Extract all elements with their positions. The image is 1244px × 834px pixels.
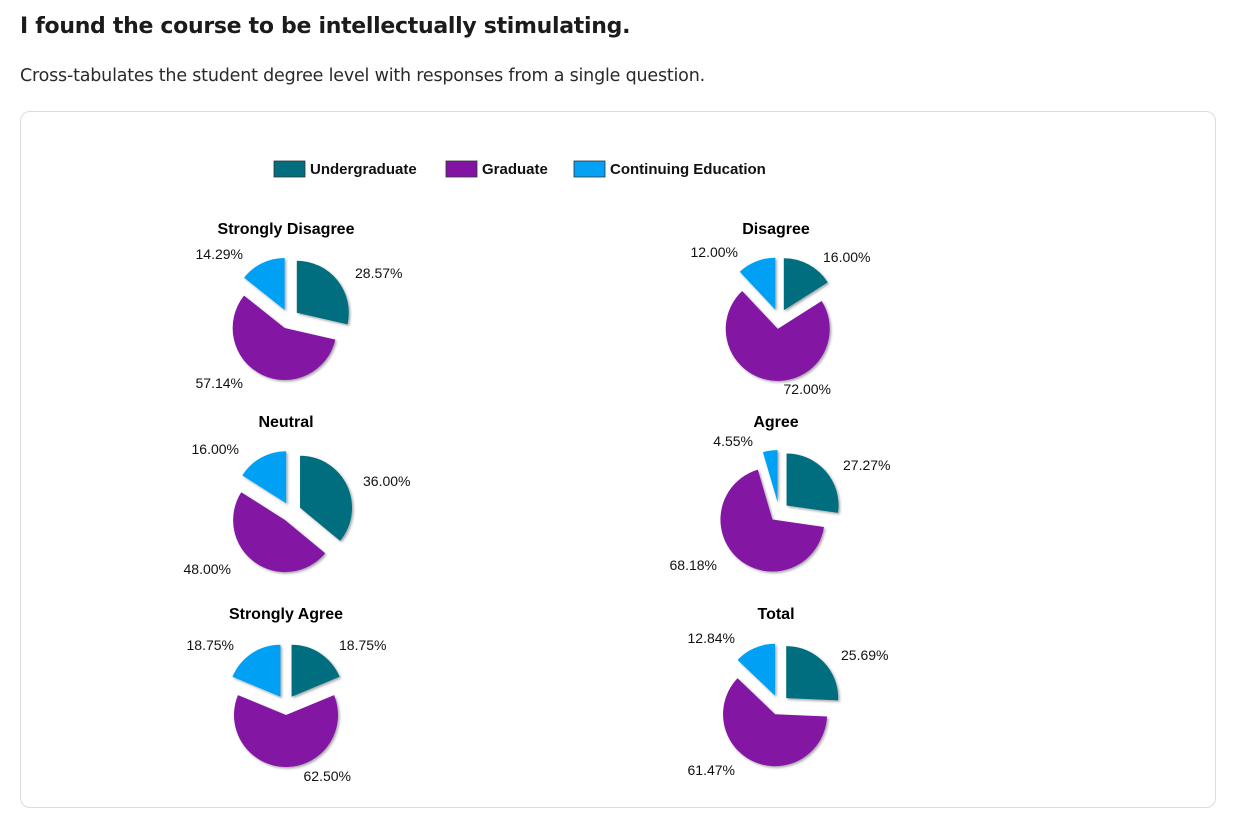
pie-label-disagree-graduate: 72.00% (784, 381, 831, 397)
pie-title-strongly-agree: Strongly Agree (229, 606, 343, 623)
pie-strongly-agree: Strongly Agree 18.75% 62.50% 18.75% (187, 606, 387, 784)
pie-label-disagree-continuing-education: 12.00% (691, 244, 738, 260)
pie-chart-grid: Undergraduate Graduate Continuing Educatio… (184, 160, 891, 784)
pie-slice-agree-continuing-education[interactable] (762, 450, 778, 503)
pie-slice-total-continuing-education[interactable] (737, 643, 776, 696)
pie-slice-neutral-graduate[interactable] (233, 492, 326, 573)
legend-label-graduate: Graduate (482, 161, 548, 178)
chart-card: Undergraduate Graduate Continuing Educatio… (20, 111, 1216, 808)
pie-slice-disagree-undergraduate[interactable] (783, 258, 828, 311)
pie-label-total-undergraduate: 25.69% (841, 647, 888, 663)
pie-neutral: Neutral 36.00% 48.00% 16.00% (184, 414, 411, 577)
legend-swatch-graduate (445, 160, 478, 178)
page-title: I found the course to be intellectually … (20, 14, 631, 39)
legend-swatch-undergraduate (273, 160, 306, 178)
legend-item-graduate[interactable]: Graduate (445, 160, 548, 178)
page-subtitle: Cross-tabulates the student degree level… (20, 66, 705, 86)
pie-slice-strongly-agree-undergraduate[interactable] (291, 644, 340, 697)
pies-layer: Strongly Disagree 28.57% 57.14% 14.29% Disag… (184, 221, 891, 784)
pie-title-disagree: Disagree (742, 221, 810, 238)
pie-slice-strongly-disagree-continuing-education[interactable] (244, 257, 285, 310)
pie-label-strongly-agree-graduate: 62.50% (304, 768, 351, 784)
pie-slice-disagree-continuing-education[interactable] (739, 257, 776, 310)
pie-slice-strongly-agree-graduate[interactable] (234, 695, 338, 768)
pie-slice-neutral-continuing-education[interactable] (242, 451, 287, 504)
pie-agree: Agree 27.27% 68.18% 4.55% (670, 414, 891, 573)
pie-strongly-disagree: Strongly Disagree 28.57% 57.14% 14.29% (196, 221, 403, 391)
pie-slice-strongly-disagree-undergraduate[interactable] (296, 260, 349, 325)
chart-legend: Undergraduate Graduate Continuing Educatio… (273, 160, 766, 178)
pie-title-strongly-disagree: Strongly Disagree (218, 221, 355, 238)
pie-label-strongly-disagree-continuing-education: 14.29% (196, 246, 243, 262)
legend-item-continuing-education[interactable]: Continuing Education (573, 160, 766, 178)
pie-label-strongly-agree-continuing-education: 18.75% (187, 637, 234, 653)
pie-label-strongly-agree-undergraduate: 18.75% (339, 637, 386, 653)
pie-slice-disagree-graduate[interactable] (725, 291, 830, 381)
pie-label-strongly-disagree-graduate: 57.14% (196, 375, 243, 391)
pie-label-neutral-graduate: 48.00% (184, 561, 231, 577)
pie-label-disagree-undergraduate: 16.00% (823, 249, 870, 265)
pie-label-total-graduate: 61.47% (688, 762, 735, 778)
pie-title-agree: Agree (753, 414, 798, 431)
pie-label-agree-undergraduate: 27.27% (843, 457, 890, 473)
pie-slice-total-graduate[interactable] (723, 678, 828, 767)
pie-label-agree-continuing-education: 4.55% (713, 433, 753, 449)
pie-disagree: Disagree 16.00% 72.00% 12.00% (691, 221, 871, 397)
pie-title-neutral: Neutral (258, 414, 313, 431)
pie-slice-agree-graduate[interactable] (720, 469, 824, 572)
pie-slice-strongly-agree-continuing-education[interactable] (232, 644, 281, 697)
pie-slice-strongly-disagree-graduate[interactable] (232, 295, 336, 381)
pie-total: Total 25.69% 61.47% 12.84% (688, 606, 889, 778)
pie-label-neutral-continuing-education: 16.00% (192, 441, 239, 457)
pie-label-total-continuing-education: 12.84% (688, 630, 735, 646)
pie-slice-total-undergraduate[interactable] (786, 646, 839, 701)
pie-label-strongly-disagree-undergraduate: 28.57% (355, 265, 402, 281)
legend-swatch-continuing-education (573, 160, 606, 178)
legend-item-undergraduate[interactable]: Undergraduate (273, 160, 417, 178)
pie-label-agree-graduate: 68.18% (670, 557, 717, 573)
legend-label-continuing-education: Continuing Education (610, 161, 766, 178)
pie-title-total: Total (757, 606, 794, 623)
legend-label-undergraduate: Undergraduate (310, 161, 417, 178)
pie-slice-agree-undergraduate[interactable] (786, 453, 839, 513)
pie-label-neutral-undergraduate: 36.00% (363, 473, 410, 489)
pie-slice-neutral-undergraduate[interactable] (300, 455, 353, 541)
